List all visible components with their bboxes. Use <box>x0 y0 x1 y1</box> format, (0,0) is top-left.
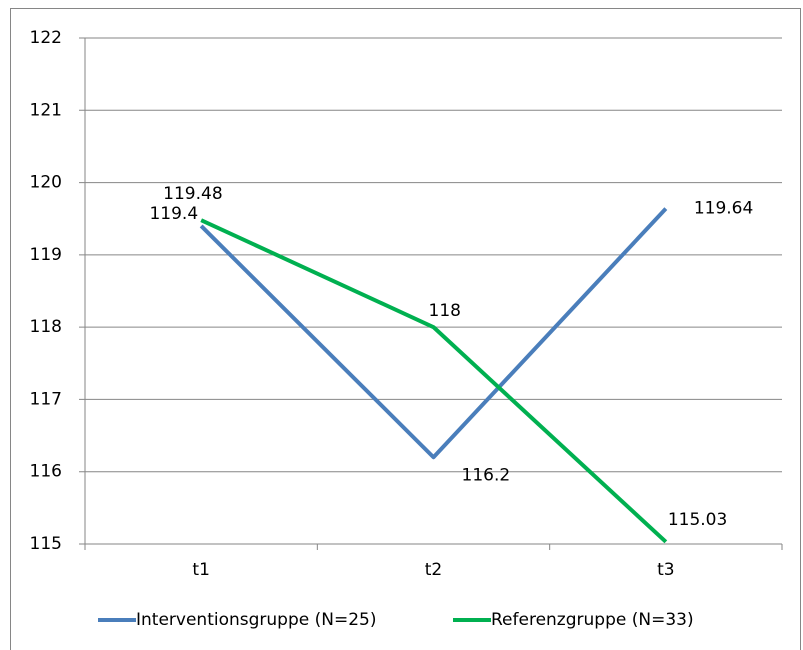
y-tick-label: 122 <box>30 28 62 48</box>
series-line <box>200 218 668 544</box>
y-tick-label: 121 <box>30 100 62 120</box>
chart-frame <box>10 8 801 650</box>
y-tick-label: 115 <box>30 534 62 554</box>
data-label: 119.4 <box>149 204 198 224</box>
legend-label: Interventionsgruppe (N=25) <box>136 610 376 630</box>
x-tick-label: t1 <box>192 560 209 580</box>
y-tick-label: 118 <box>30 317 62 337</box>
data-label: 119.64 <box>694 199 753 219</box>
y-tick-label: 116 <box>30 462 62 482</box>
data-label: 116.2 <box>462 465 511 485</box>
legend-label: Referenzgruppe (N=33) <box>491 610 694 630</box>
x-tick-label: t3 <box>657 560 674 580</box>
data-label: 119.48 <box>163 184 222 204</box>
data-label: 115.03 <box>668 510 727 530</box>
y-tick-label: 120 <box>30 173 62 193</box>
series-line <box>199 207 668 460</box>
y-tick-label: 117 <box>30 389 62 409</box>
data-label: 118 <box>429 301 461 321</box>
y-tick-label: 119 <box>30 245 62 265</box>
x-tick-label: t2 <box>425 560 442 580</box>
